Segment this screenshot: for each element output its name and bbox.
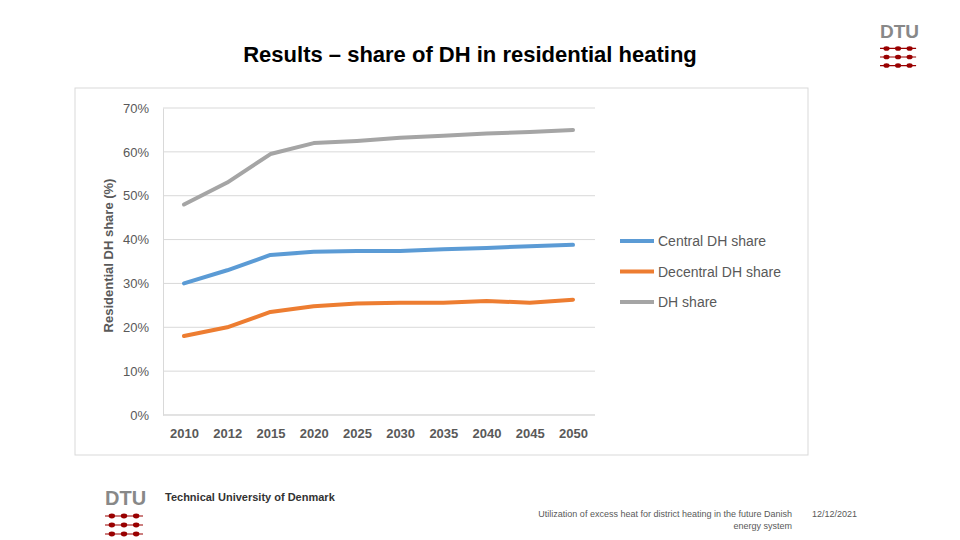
y-tick-label: 50%: [123, 188, 149, 203]
y-tick: 30%: [123, 276, 163, 291]
legend: Central DH share Decentral DH share DH sha…: [620, 233, 781, 310]
x-tick-label: 2050: [559, 426, 588, 441]
x-tick-label: 2015: [256, 426, 285, 441]
x-tick-label: 2020: [300, 426, 329, 441]
x-tick: 2030: [386, 415, 415, 441]
logo-mark: [133, 523, 139, 528]
x-tick: 2040: [473, 415, 502, 441]
legend-label: Decentral DH share: [658, 264, 781, 280]
logo-mark: [133, 514, 139, 519]
footer-date: 12/12/2021: [812, 508, 857, 520]
series-line: [184, 130, 573, 205]
logo-text: DTU: [105, 487, 146, 509]
y-axis-line: [163, 109, 164, 416]
y-tick: 60%: [123, 145, 163, 160]
y-axis-title: Residential DH share (%): [101, 179, 116, 333]
logo-mark: [121, 514, 127, 519]
series-line: [184, 245, 573, 284]
legend-swatch: [620, 300, 654, 304]
dtu-logo: DTU: [105, 487, 146, 536]
x-tick-label: 2045: [516, 426, 545, 441]
chart-frame: [75, 88, 808, 455]
footer-text: Utilization of excess heat for district …: [512, 508, 792, 532]
logo-mark: [907, 46, 913, 51]
series-line: [184, 300, 573, 336]
x-tick: 2050: [559, 415, 588, 441]
logo-mark: [883, 55, 889, 60]
x-tick-label: 2035: [429, 426, 458, 441]
grid-line: [163, 415, 595, 416]
x-tick-label: 2030: [386, 426, 415, 441]
y-tick: 20%: [123, 320, 163, 335]
logo-mark: [121, 532, 127, 537]
y-tick-label: 20%: [123, 320, 149, 335]
x-axis-line: [163, 415, 595, 416]
y-tick: 70%: [123, 101, 163, 116]
x-tick: 2015: [256, 415, 285, 441]
logo-text: DTU: [880, 21, 919, 42]
legend-label: DH share: [658, 294, 717, 310]
institution: Technical University of Denmark: [165, 491, 336, 503]
y-tick-label: 10%: [123, 364, 149, 379]
y-tick: 10%: [123, 364, 163, 379]
x-tick: 2035: [429, 415, 458, 441]
y-tick: 40%: [123, 232, 163, 247]
y-tick: 0%: [130, 408, 163, 423]
x-axis: 2010 2012 2015 2020 2025 2030 2035 2040 2045 2050: [163, 415, 595, 441]
x-tick: 2025: [343, 415, 372, 441]
logo-mark: [109, 532, 115, 537]
y-tick-label: 30%: [123, 276, 149, 291]
plot-area: [184, 130, 573, 336]
logo-mark: [895, 63, 901, 68]
logo-mark: [907, 55, 913, 60]
x-tick-label: 2012: [213, 426, 242, 441]
logo-mark: [883, 63, 889, 68]
logo-mark: [133, 532, 139, 537]
x-tick-label: 2040: [473, 426, 502, 441]
y-tick: 50%: [123, 188, 163, 203]
grid-line: [163, 151, 595, 152]
y-tick-label: 60%: [123, 145, 149, 160]
grid-line: [163, 239, 595, 240]
logo-mark: [907, 63, 913, 68]
logo-mark: [109, 523, 115, 528]
grid: [163, 108, 595, 415]
y-tick-label: 40%: [123, 232, 149, 247]
grid-line: [163, 108, 595, 109]
x-tick: 2010: [170, 415, 199, 441]
x-tick: 2045: [516, 415, 545, 441]
grid-line: [163, 283, 595, 284]
grid-line: [163, 195, 595, 196]
logo-mark: [895, 55, 901, 60]
logo-mark: [121, 523, 127, 528]
x-tick: 2012: [213, 415, 242, 441]
legend-swatch: [620, 239, 654, 243]
logo-mark: [109, 514, 115, 519]
y-tick-label: 0%: [130, 408, 149, 423]
x-tick-label: 2010: [170, 426, 199, 441]
logo-mark: [883, 46, 889, 51]
dtu-logo: DTU: [880, 21, 919, 68]
grid-line: [163, 371, 595, 372]
x-tick: 2020: [300, 415, 329, 441]
chart-title: Results – share of DH in residential hea…: [243, 42, 697, 67]
y-tick-label: 70%: [123, 101, 149, 116]
slide-canvas: Results – share of DH in residential hea…: [0, 0, 960, 540]
legend-label: Central DH share: [658, 233, 766, 249]
logo-mark: [895, 46, 901, 51]
x-tick-label: 2025: [343, 426, 372, 441]
y-axis: 0% 10% 20% 30% 40% 50% 60% 70%: [123, 101, 164, 423]
legend-swatch: [620, 270, 654, 274]
